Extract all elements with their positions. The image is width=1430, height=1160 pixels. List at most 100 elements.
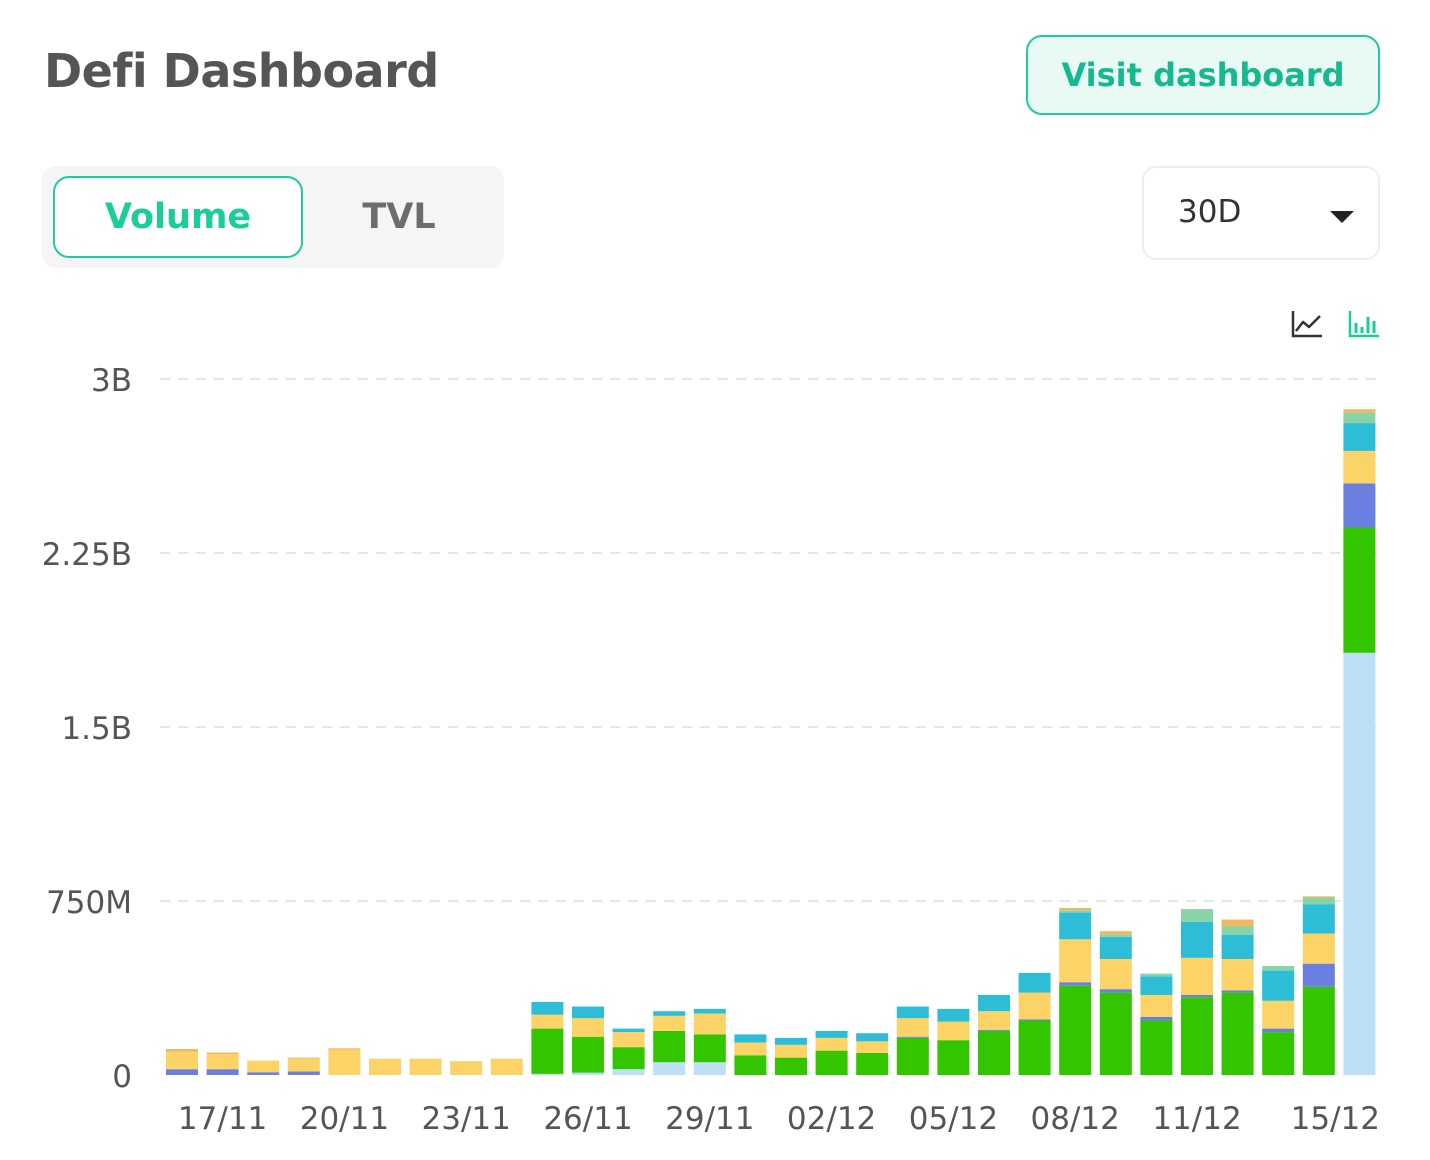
bar-segment <box>1181 957 1213 995</box>
bar-segment <box>287 1058 320 1072</box>
metric-tabs: Volume TVL <box>42 166 504 268</box>
bar-segment <box>734 1042 767 1056</box>
period-select-value: 30D <box>1178 194 1242 230</box>
bar-segment <box>572 1072 604 1075</box>
bar-segment <box>937 1040 970 1075</box>
bar-segment <box>1099 936 1132 959</box>
bar-segment <box>287 1057 320 1059</box>
bar-segment <box>734 1034 767 1043</box>
bar-segment <box>1302 897 1335 905</box>
bar-segment <box>1343 527 1376 653</box>
bar-segment <box>450 1061 483 1075</box>
bar-segment <box>1221 992 1254 1075</box>
bar-segment <box>206 1069 239 1075</box>
bar-segment <box>1140 994 1173 1017</box>
bar-segment <box>978 1011 1010 1030</box>
bar-segment <box>1302 986 1335 1075</box>
bar-segment <box>1343 652 1376 1075</box>
bar-segment <box>166 1049 198 1052</box>
bar-segment <box>612 1028 645 1033</box>
x-tick-label: 20/11 <box>300 1101 389 1137</box>
y-tick-label: 750M <box>46 885 132 921</box>
volume-chart: 0 750M 1.5B 2.25B 3B 17/11 20/11 23/11 26/11 29/1… <box>42 363 1380 1137</box>
bar-segment <box>1181 909 1213 922</box>
y-tick-label: 2.25B <box>42 537 132 573</box>
bar-segment <box>1221 959 1254 991</box>
bar-segment <box>328 1048 361 1050</box>
bar-segment <box>1059 907 1092 911</box>
bar-segment <box>1221 919 1254 927</box>
bar-segment <box>1221 934 1254 959</box>
bar-segment <box>896 1006 929 1019</box>
bar-segment <box>896 1018 929 1037</box>
bar-segment <box>490 1058 523 1075</box>
bar-segment <box>1343 423 1376 451</box>
bar-segment <box>1099 959 1132 990</box>
y-tick-label: 1.5B <box>61 711 132 747</box>
bar-segment <box>1099 989 1132 993</box>
bar-segment <box>531 1028 564 1074</box>
bar-segment <box>1302 904 1335 934</box>
bar-segment <box>653 1030 686 1063</box>
bar-segment <box>856 1033 889 1042</box>
bar-segment <box>409 1058 442 1075</box>
bar-segment <box>206 1052 239 1055</box>
x-tick-label: 08/12 <box>1031 1101 1120 1137</box>
bar-segment <box>1343 409 1376 413</box>
bar-segment <box>978 1029 1010 1031</box>
visit-dashboard-button[interactable]: Visit dashboard <box>1026 35 1380 115</box>
x-tick-label: 15/12 <box>1291 1101 1380 1137</box>
bar-segment <box>166 1051 198 1070</box>
period-select[interactable]: 30D <box>1142 166 1380 260</box>
bar-segment <box>531 1014 564 1029</box>
bar-segment <box>937 1021 970 1041</box>
bar-segment <box>1140 973 1173 977</box>
bar-segment <box>1140 976 1173 995</box>
x-tick-label: 23/11 <box>422 1101 511 1137</box>
x-tick-label: 11/12 <box>1152 1101 1241 1137</box>
bar-segment <box>1221 990 1254 993</box>
bar-segment <box>653 1015 686 1031</box>
bar-segment <box>287 1071 320 1075</box>
bar-chart-icon[interactable] <box>1347 308 1381 340</box>
bar-segment <box>937 1008 970 1022</box>
bar-segment <box>775 1057 807 1075</box>
bar-segment <box>572 1018 604 1037</box>
bar-segment <box>612 1069 645 1075</box>
bar-segment <box>1302 933 1335 964</box>
tab-volume[interactable]: Volume <box>53 176 303 258</box>
bar-segment <box>896 1037 929 1075</box>
bar-segment <box>815 1037 848 1051</box>
bar-segment <box>247 1060 280 1073</box>
bar-segment <box>693 1034 726 1063</box>
bar-segment <box>572 1006 604 1019</box>
line-chart-icon[interactable] <box>1290 308 1324 340</box>
tab-tvl[interactable]: TVL <box>362 197 436 237</box>
bar-segment <box>247 1072 280 1075</box>
bar-segment <box>1262 1000 1295 1029</box>
bar-segment <box>1262 1032 1295 1075</box>
bar-segment <box>775 1037 807 1045</box>
y-tick-label: 3B <box>91 363 132 399</box>
bar-segment <box>653 1062 686 1075</box>
bar-segment <box>1018 1019 1051 1021</box>
bar-segment <box>612 1047 645 1070</box>
bar-segment <box>775 1044 807 1058</box>
x-tick-label: 26/11 <box>543 1101 632 1137</box>
bar-segment <box>1018 1020 1051 1075</box>
bar-segment <box>734 1055 767 1075</box>
bar-segment <box>1181 994 1213 998</box>
bar-segment <box>1059 985 1092 1075</box>
bar-segment <box>1099 992 1132 1075</box>
bar-segment <box>369 1058 401 1075</box>
x-tick-label: 17/11 <box>178 1101 267 1137</box>
bar-segment <box>1343 450 1376 484</box>
bar-segment <box>856 1041 889 1053</box>
bar-segment <box>856 1052 889 1075</box>
bar-segment <box>572 1036 604 1073</box>
bar-segment <box>1059 912 1092 940</box>
bar-segment <box>1018 992 1051 1020</box>
bar-segment <box>978 994 1010 1012</box>
bar-segment <box>1140 1017 1173 1021</box>
bar-segment <box>328 1049 361 1075</box>
